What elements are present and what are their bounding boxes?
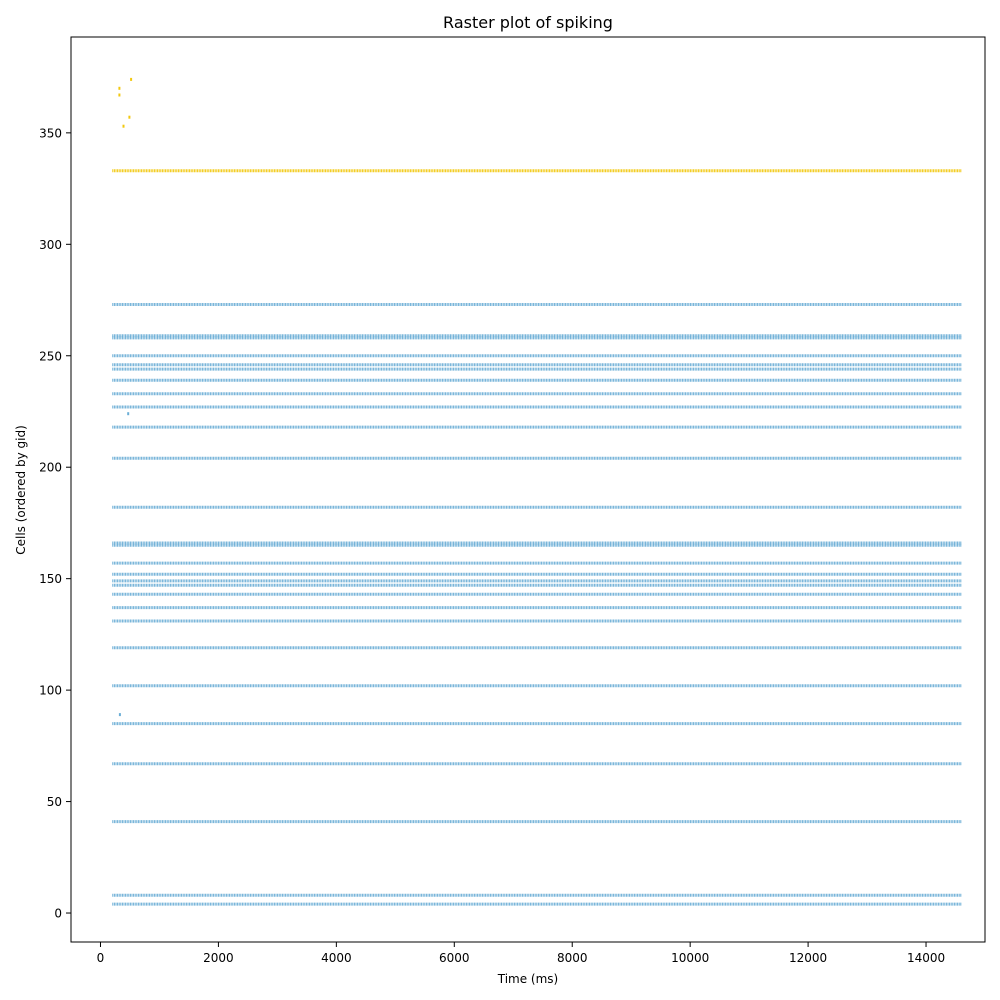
x-axis: 0 2000 4000 6000 8000 10000 12000 14000 bbox=[97, 942, 945, 965]
spike-point bbox=[118, 713, 121, 717]
plot-marks bbox=[112, 77, 962, 906]
y-axis-label: Cells (ordered by gid) bbox=[14, 425, 28, 555]
x-tick-label: 8000 bbox=[557, 951, 588, 965]
y-tick-label: 100 bbox=[39, 684, 62, 698]
y-tick-label: 50 bbox=[47, 795, 62, 809]
plot-frame bbox=[70, 36, 986, 943]
x-tick-label: 12000 bbox=[789, 951, 827, 965]
y-tick-label: 250 bbox=[39, 349, 62, 363]
chart-title: Raster plot of spiking bbox=[443, 13, 613, 32]
spike-point bbox=[127, 412, 130, 416]
spike-point bbox=[122, 124, 125, 128]
y-tick-label: 150 bbox=[39, 572, 62, 586]
y-tick-label: 0 bbox=[54, 907, 62, 921]
x-tick-label: 6000 bbox=[439, 951, 470, 965]
x-tick-label: 4000 bbox=[321, 951, 352, 965]
x-tick-label: 0 bbox=[97, 951, 105, 965]
spike-point bbox=[118, 93, 121, 97]
y-tick-label: 350 bbox=[39, 126, 62, 140]
y-tick-label: 200 bbox=[39, 461, 62, 475]
spike-point bbox=[130, 77, 133, 81]
x-axis-label: Time (ms) bbox=[497, 972, 559, 986]
x-tick-label: 2000 bbox=[203, 951, 234, 965]
spike-point bbox=[118, 86, 121, 90]
x-tick-label: 10000 bbox=[671, 951, 709, 965]
series-1 bbox=[112, 77, 962, 173]
series-0 bbox=[112, 303, 962, 906]
x-tick-label: 14000 bbox=[907, 951, 945, 965]
y-tick-label: 300 bbox=[39, 238, 62, 252]
spike-point bbox=[128, 115, 131, 119]
y-axis: 0 50 100 150 200 250 300 350 bbox=[39, 126, 71, 921]
